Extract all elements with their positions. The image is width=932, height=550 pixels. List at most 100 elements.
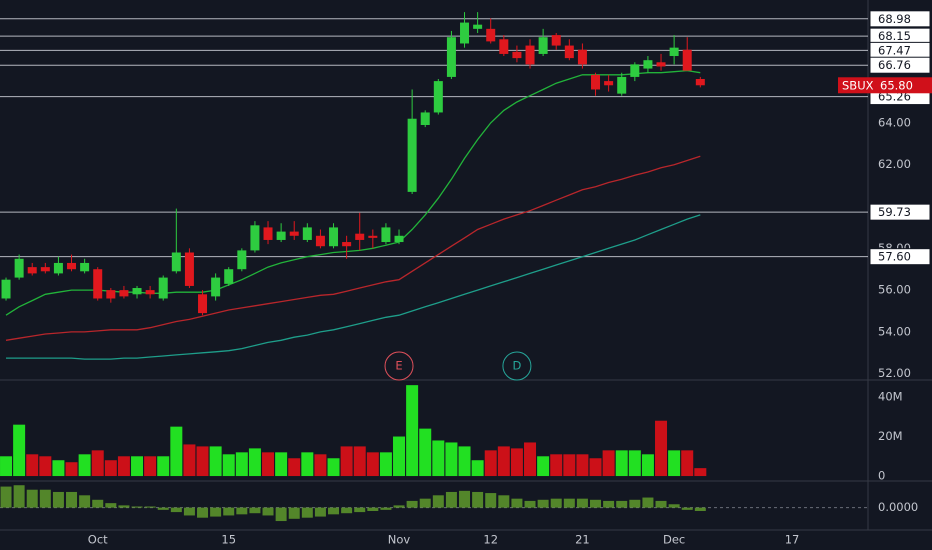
x-tick-label: 17 [785, 533, 800, 547]
volume-bar [314, 454, 327, 477]
candle-body [446, 37, 456, 77]
volume-bar [131, 456, 144, 477]
candle-body [250, 225, 260, 251]
oscillator-bar [655, 500, 667, 508]
volume-bar [144, 456, 157, 477]
volume-bar [209, 446, 222, 477]
volume-bar [301, 452, 314, 477]
volume-bar [78, 454, 91, 477]
oscillator-bar [380, 507, 392, 510]
volume-bar [288, 458, 301, 477]
symbol-label: SBUX [842, 78, 874, 92]
oscillator-bar [13, 485, 25, 508]
oscillator-bar [524, 500, 536, 508]
y-tick-label: 62.00 [878, 157, 911, 171]
symbol-tag [838, 77, 876, 94]
level-label-box [869, 248, 931, 266]
candle-body [263, 227, 273, 240]
level-label: 67.47 [878, 43, 911, 57]
volume-bar [419, 428, 432, 477]
oscillator-bar [616, 500, 628, 508]
volume-bar [432, 440, 445, 477]
volume-bar [0, 456, 13, 477]
volume-bar [550, 454, 563, 477]
candle-body [315, 235, 325, 247]
candle-body [604, 81, 614, 86]
candle-body [119, 290, 129, 297]
oscillator-bar [288, 507, 300, 519]
candle-body [158, 277, 168, 299]
candle-body [617, 76, 627, 94]
oscillator-bar [472, 491, 484, 508]
oscillator-bar [459, 490, 471, 508]
candle-body [551, 35, 561, 46]
volume-bar [458, 446, 471, 477]
level-label-box [869, 203, 931, 221]
event-label: E [395, 359, 402, 373]
volume-bar [445, 442, 458, 477]
volume-bar [117, 456, 130, 477]
oscillator-bar [590, 499, 602, 508]
oscillator-bar [314, 507, 326, 517]
candle-body [394, 235, 404, 243]
x-tick-label: 21 [575, 533, 590, 547]
oscillator-bar [262, 507, 274, 516]
y-tick-label: 56.00 [878, 283, 911, 297]
last-price-tag [876, 77, 932, 94]
candle-body [237, 250, 247, 270]
oscillator-bar [563, 498, 575, 508]
candle-body [93, 269, 103, 299]
candle-body [224, 269, 234, 284]
oscillator-bar [328, 507, 340, 515]
volume-bar [497, 446, 510, 477]
volume-bar [563, 454, 576, 477]
candle-body [329, 227, 339, 247]
volume-bar [170, 426, 183, 477]
oscillator-bar [223, 507, 235, 516]
volume-bar [681, 450, 694, 477]
x-tick-label: Dec [663, 533, 685, 547]
oscillator-bar [183, 507, 195, 516]
oscillator-bar [485, 493, 497, 508]
oscillator-bar [0, 486, 12, 508]
candle-body [198, 294, 208, 314]
volume-bar [576, 454, 589, 477]
candle-body [407, 118, 417, 192]
x-tick-label: Oct [88, 533, 108, 547]
volume-bar [366, 452, 379, 477]
candle-body [355, 233, 365, 240]
volume-bar [393, 436, 406, 477]
volume-bar [668, 450, 681, 477]
oscillator-bar [26, 489, 38, 508]
oscillator-bar [445, 491, 457, 508]
candle-body [80, 262, 90, 272]
oscillator-bar [144, 506, 156, 508]
candle-body [682, 49, 692, 71]
candle-body [538, 37, 548, 54]
candle-body [302, 227, 312, 240]
volume-bar [104, 460, 117, 477]
volume-bar [183, 444, 196, 477]
level-label: 68.98 [878, 12, 911, 26]
candle-body [433, 81, 443, 113]
volume-bar [196, 446, 209, 477]
y-tick-label: 52.00 [878, 366, 911, 380]
candle-body [486, 28, 496, 42]
candle-body [289, 231, 299, 236]
volume-bar [641, 454, 654, 477]
moving-average-line [5, 155, 701, 341]
candle-body [40, 267, 50, 272]
candle-body [27, 267, 37, 274]
volume-bar [537, 456, 550, 477]
y-tick-label: 40M [878, 390, 903, 404]
oscillator-bar [432, 495, 444, 508]
event-marker [384, 351, 414, 381]
candle-body [420, 112, 430, 125]
volume-bar [615, 450, 628, 477]
y-tick-label: 0 [878, 469, 885, 483]
oscillator-bar [131, 506, 143, 508]
oscillator-bar [275, 507, 287, 522]
volume-bar [353, 446, 366, 477]
volume-bar [157, 456, 170, 477]
